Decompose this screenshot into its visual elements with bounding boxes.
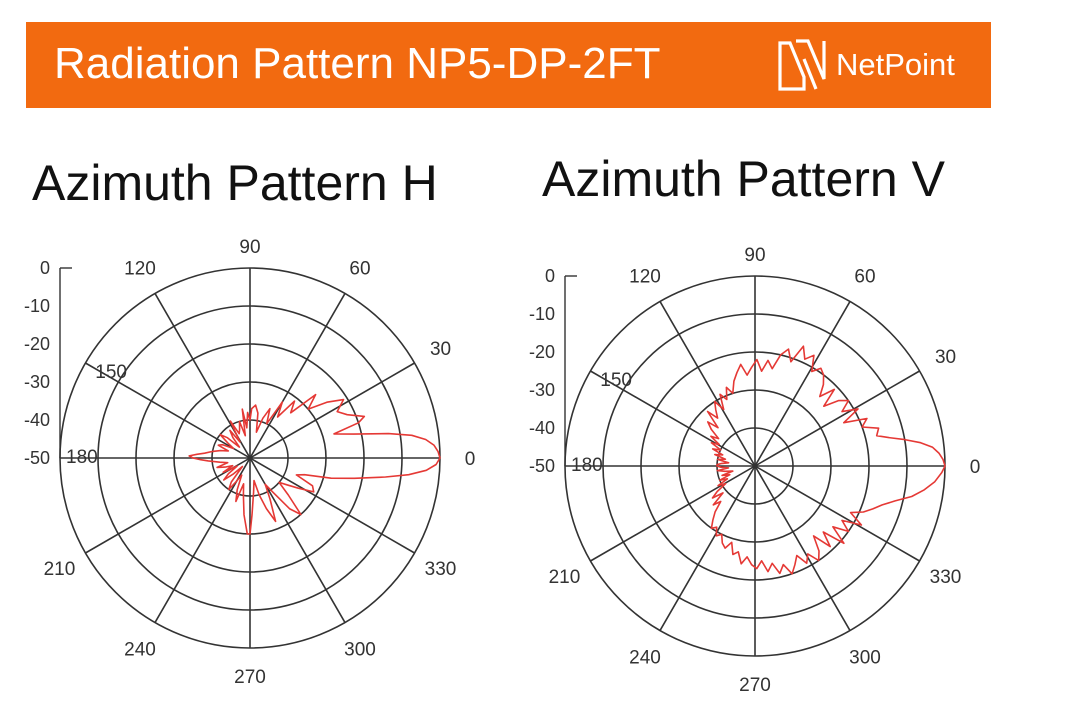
angle-tick-label: 240 bbox=[124, 640, 156, 661]
netpoint-logo: NetPoint bbox=[776, 36, 955, 94]
angle-tick-label: 330 bbox=[930, 567, 962, 588]
polar-chart-h: 0 -10 -20 -30 -40 -50 0 30 60 90 120 150 180 210 240 27… bbox=[24, 237, 476, 688]
angle-tick-label: 120 bbox=[124, 258, 156, 279]
angle-tick-label: 0 bbox=[970, 457, 981, 478]
grid-spoke bbox=[85, 362, 415, 554]
angle-tick-label: 60 bbox=[349, 258, 370, 279]
netpoint-logo-icon bbox=[778, 39, 826, 91]
angle-tick-label: 90 bbox=[744, 245, 765, 266]
radial-tick-label: -30 bbox=[529, 380, 555, 400]
radial-tick-label: -40 bbox=[529, 418, 555, 438]
angle-tick-label: 270 bbox=[739, 675, 771, 696]
radial-tick-label: -40 bbox=[24, 410, 50, 430]
angle-tick-label: 210 bbox=[549, 567, 581, 588]
angle-tick-label: 300 bbox=[849, 648, 881, 669]
radial-tick-label: 0 bbox=[40, 258, 50, 278]
radial-tick-label: -20 bbox=[529, 342, 555, 362]
angle-tick-label: 180 bbox=[571, 455, 603, 476]
pattern-series-line bbox=[706, 345, 946, 575]
angle-tick-label: 180 bbox=[66, 447, 98, 468]
chart-title-h: Azimuth Pattern H bbox=[32, 155, 438, 211]
angle-tick-label: 150 bbox=[600, 370, 632, 391]
header-banner: Radiation Pattern NP5-DP-2FT NetPoint bbox=[26, 22, 991, 108]
page-title: Radiation Pattern NP5-DP-2FT bbox=[54, 39, 661, 88]
grid-spoke bbox=[590, 370, 920, 562]
angle-tick-label: 270 bbox=[234, 667, 266, 688]
radial-tick-label: -50 bbox=[529, 456, 555, 476]
angle-tick-label: 60 bbox=[854, 266, 875, 287]
radial-tick-label: -30 bbox=[24, 372, 50, 392]
angle-tick-label: 150 bbox=[95, 362, 127, 383]
chart-title-v: Azimuth Pattern V bbox=[542, 151, 945, 207]
angle-tick-label: 210 bbox=[44, 559, 76, 580]
angle-tick-label: 240 bbox=[629, 648, 661, 669]
radial-tick-label: -10 bbox=[529, 304, 555, 324]
radial-tick-label: -20 bbox=[24, 334, 50, 354]
radial-tick-label: -50 bbox=[24, 448, 50, 468]
polar-chart-v: 0 -10 -20 -30 -40 -50 0 30 60 90 120 150 180 210 240 27… bbox=[529, 245, 981, 696]
angle-tick-label: 30 bbox=[430, 339, 451, 360]
angle-tick-label: 0 bbox=[465, 449, 476, 470]
angle-tick-label: 300 bbox=[344, 640, 376, 661]
angle-tick-label: 30 bbox=[935, 347, 956, 368]
radial-tick-label: -10 bbox=[24, 296, 50, 316]
angle-tick-label: 330 bbox=[425, 559, 457, 580]
pattern-series-line bbox=[188, 393, 441, 535]
angle-tick-label: 90 bbox=[239, 237, 260, 258]
logo-text: NetPoint bbox=[836, 47, 955, 82]
radial-tick-label: 0 bbox=[545, 266, 555, 286]
angle-tick-label: 120 bbox=[629, 266, 661, 287]
